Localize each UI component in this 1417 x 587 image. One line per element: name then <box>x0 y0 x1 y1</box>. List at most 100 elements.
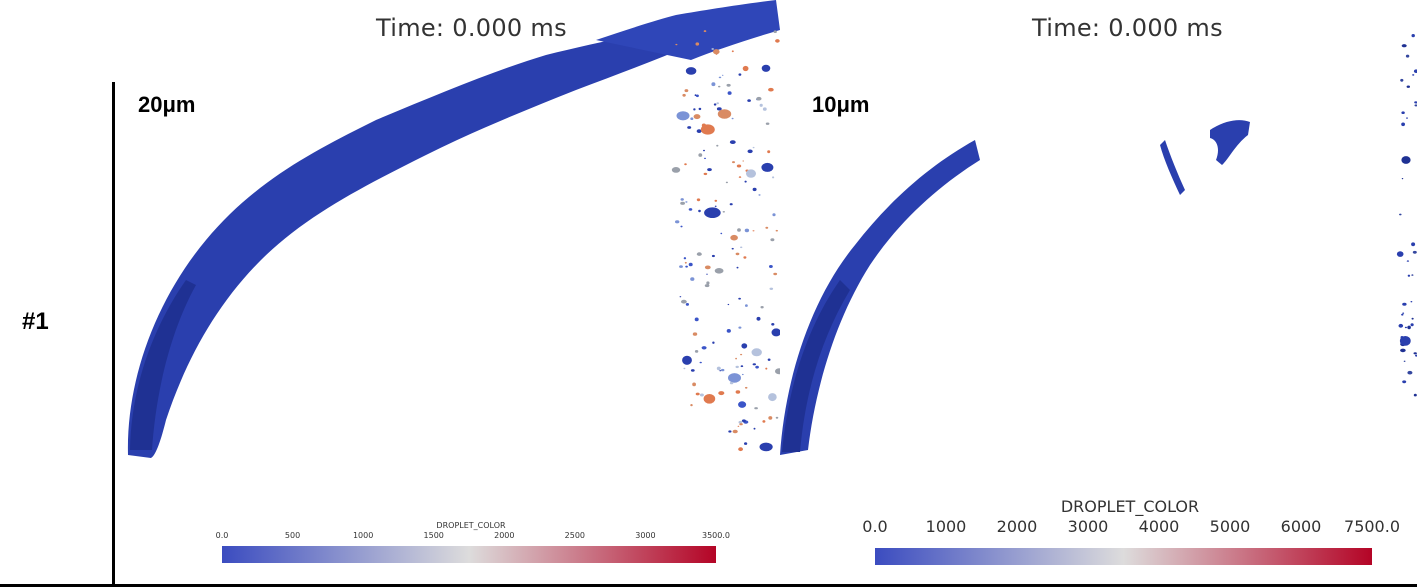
colorbar-tick-label: 0.0 <box>862 517 888 536</box>
colorbar-tick-label: 7500.0 <box>1344 517 1400 536</box>
droplet <box>735 365 739 369</box>
droplet <box>740 353 743 356</box>
droplet <box>692 332 698 336</box>
droplet-field <box>1396 34 1417 397</box>
colorbar-tick-label: 2500 <box>564 531 586 540</box>
droplet <box>747 99 751 102</box>
droplet <box>676 111 690 121</box>
colorbar-tick-label: 2000 <box>494 531 515 540</box>
droplet <box>1401 111 1405 114</box>
droplet <box>1406 85 1410 88</box>
droplet <box>1400 78 1404 82</box>
droplet <box>729 140 736 145</box>
droplet <box>759 442 773 452</box>
droplet <box>693 108 696 111</box>
colorbar-tick-label: 1500 <box>423 531 444 540</box>
droplet <box>735 390 741 394</box>
droplet <box>704 284 710 288</box>
droplet <box>1410 301 1413 303</box>
droplet <box>695 392 700 396</box>
droplet <box>685 265 688 268</box>
droplet <box>738 420 743 424</box>
droplet <box>703 30 707 33</box>
droplet <box>700 124 715 135</box>
droplet <box>681 299 687 304</box>
droplet <box>765 226 769 229</box>
droplet <box>690 369 695 372</box>
droplet <box>726 83 731 87</box>
droplet <box>1411 274 1414 276</box>
droplet <box>775 368 780 375</box>
colorbar-tick-label: 3500.0 <box>702 531 730 540</box>
droplet <box>735 252 740 256</box>
droplet <box>1413 69 1417 73</box>
droplet <box>775 229 778 232</box>
droplet <box>703 172 708 176</box>
droplet <box>682 93 686 97</box>
droplet <box>711 82 716 87</box>
droplet <box>707 168 712 172</box>
droplet <box>1407 325 1411 330</box>
droplet <box>693 114 701 120</box>
droplet-visualization <box>780 34 1417 565</box>
row-label: #1 <box>22 308 49 335</box>
droplet <box>721 368 725 372</box>
droplet <box>741 343 748 349</box>
droplet <box>1401 156 1411 164</box>
colorbar-tick-label: 0.0 <box>215 531 229 540</box>
droplet <box>1410 323 1414 327</box>
droplet <box>699 361 702 364</box>
droplet <box>680 201 685 205</box>
droplet <box>719 370 722 372</box>
droplet <box>738 401 747 408</box>
droplet <box>739 423 743 426</box>
colorbar <box>222 546 716 563</box>
droplet <box>772 213 776 217</box>
simulation-panel-10um: Time: 0.000 ms 10μm DROPLET_COLOR 0.0 100… <box>780 0 1417 584</box>
droplet <box>726 329 731 333</box>
droplet <box>679 265 683 268</box>
droplet <box>1411 242 1416 247</box>
droplet <box>738 73 742 76</box>
droplet <box>741 373 744 376</box>
droplet <box>771 323 775 326</box>
droplet <box>706 281 710 285</box>
droplet <box>712 341 715 344</box>
droplet <box>1396 251 1404 257</box>
droplet <box>699 393 704 397</box>
droplet <box>758 194 761 196</box>
droplet <box>738 326 742 329</box>
droplet <box>698 153 703 157</box>
droplet <box>715 53 718 55</box>
colorbar-tick-label: 4000 <box>1138 517 1180 536</box>
droplet <box>731 50 734 53</box>
droplet <box>1402 302 1407 306</box>
droplet <box>762 107 767 111</box>
droplet <box>711 254 715 258</box>
droplet <box>685 201 688 203</box>
droplet <box>751 348 762 357</box>
droplet <box>718 391 725 396</box>
droplet <box>688 208 693 211</box>
droplet <box>690 277 695 281</box>
droplet <box>731 117 734 120</box>
droplet <box>1411 317 1414 320</box>
droplet <box>1411 34 1415 38</box>
resolution-label: 10μm <box>812 92 870 117</box>
droplet <box>722 74 724 76</box>
droplet <box>740 246 743 249</box>
droplet <box>773 272 778 276</box>
colorbar-tick-label: 3000 <box>635 531 656 540</box>
droplet <box>714 199 718 202</box>
droplet <box>775 416 779 419</box>
droplet <box>769 265 773 268</box>
droplet <box>730 234 738 241</box>
colorbar-tick-label: 500 <box>284 531 301 540</box>
droplet <box>756 96 762 101</box>
droplet <box>1401 122 1405 127</box>
droplet <box>754 407 758 410</box>
droplet <box>755 365 759 369</box>
droplet <box>690 404 693 407</box>
droplet <box>684 261 687 264</box>
droplet <box>769 287 774 290</box>
